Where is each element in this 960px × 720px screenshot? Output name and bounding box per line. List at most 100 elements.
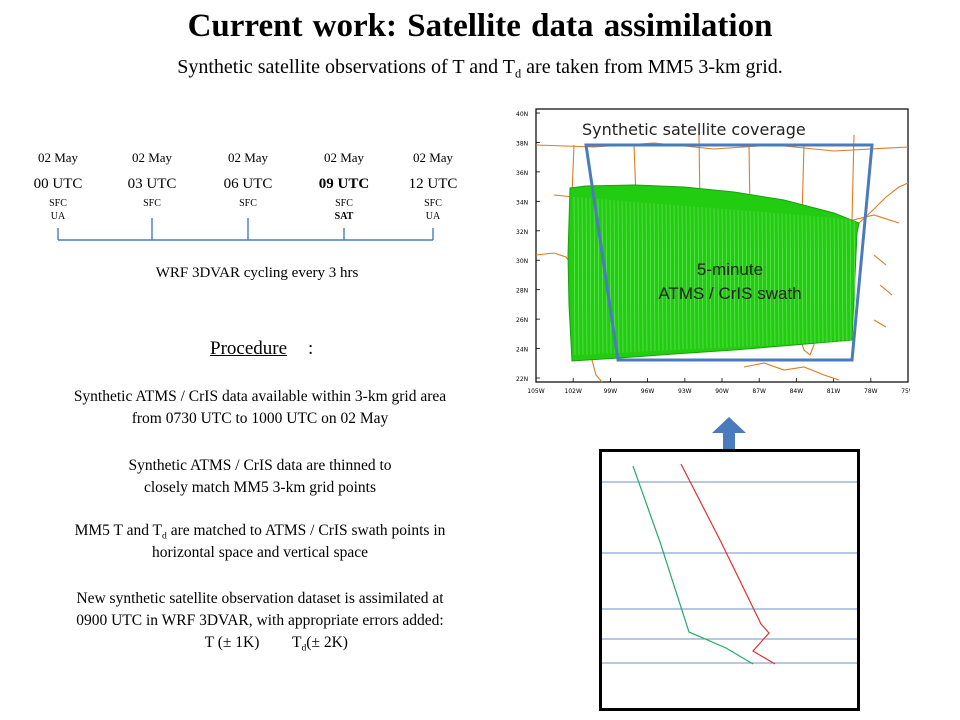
scan-line bbox=[793, 214, 796, 345]
procedure-line: from 0730 UTC to 1000 UTC on 02 May bbox=[131, 410, 389, 427]
scan-line bbox=[821, 216, 824, 343]
scan-line bbox=[753, 211, 756, 347]
scan-line bbox=[601, 199, 604, 354]
scan-line bbox=[833, 217, 836, 343]
lat-label: 40N bbox=[516, 111, 528, 118]
scan-line bbox=[845, 218, 848, 342]
timeline-obs-ua: UA bbox=[425, 211, 441, 222]
scan-line bbox=[705, 207, 708, 349]
scan-line bbox=[789, 214, 792, 345]
scan-line bbox=[725, 209, 728, 348]
swath-label-line-2: ATMS / CrIS swath bbox=[658, 284, 802, 303]
lat-label: 38N bbox=[516, 140, 528, 147]
scan-line bbox=[769, 212, 772, 346]
scan-line bbox=[801, 215, 804, 344]
timeline-date: 02 May bbox=[37, 150, 79, 165]
timeline-obs-sfc: SFC bbox=[424, 198, 442, 209]
lat-label: 34N bbox=[516, 199, 528, 206]
coverage-box bbox=[584, 143, 874, 362]
timeline-col-09utc: 02 May 09 UTC SFC SAT bbox=[299, 150, 389, 223]
satellite-coverage-map: 40N 38N 36N 34N 32N 30N 28N 26N 24N 22N 105W 102W 9… bbox=[514, 105, 910, 402]
scan-line bbox=[805, 215, 808, 344]
procedure-heading: Procedure bbox=[210, 338, 288, 359]
map-coastline-cuba bbox=[743, 362, 840, 381]
timeline-col-00utc: 02 May 00 UTC SFC UA bbox=[13, 150, 103, 223]
dewpoint-profile bbox=[632, 465, 754, 665]
scan-line bbox=[653, 203, 656, 352]
scan-line bbox=[829, 217, 832, 343]
scan-line bbox=[813, 216, 816, 344]
scan-line bbox=[577, 197, 580, 355]
scan-line bbox=[825, 217, 828, 343]
procedure-line: Synthetic ATMS / CrIS data are thinned t… bbox=[128, 457, 392, 474]
lon-label: 99W bbox=[604, 388, 618, 395]
scan-line bbox=[781, 213, 784, 345]
timeline-date: 02 May bbox=[227, 150, 269, 165]
scan-line bbox=[621, 200, 624, 353]
map-lat-labels: 40N 38N 36N 34N 32N 30N 28N 26N 24N 22N bbox=[516, 111, 528, 383]
text-run: are matched to ATMS / CrIS swath points … bbox=[166, 522, 446, 539]
scan-line bbox=[797, 214, 800, 344]
scan-line bbox=[841, 218, 844, 342]
scan-line bbox=[685, 205, 688, 350]
coverage-label: Synthetic satellite coverage bbox=[582, 120, 806, 139]
map-lon-labels: 105W 102W 99W 96W 93W 90W 87W 84W 81W 78W 75W bbox=[527, 388, 910, 395]
timeline-col-06utc: 02 May 06 UTC SFC bbox=[203, 150, 293, 210]
text-run: (± 2K) bbox=[306, 634, 348, 651]
scan-line bbox=[613, 200, 616, 354]
subscript: d bbox=[162, 530, 167, 542]
procedure-line: horizontal space and vertical space bbox=[151, 544, 369, 561]
procedure-line: closely match MM5 3-km grid points bbox=[143, 479, 377, 496]
timeline-time: 09 UTC bbox=[318, 176, 370, 192]
scan-line bbox=[657, 203, 660, 351]
lat-label: 36N bbox=[516, 170, 528, 177]
timeline-time: 12 UTC bbox=[408, 176, 458, 192]
scan-line bbox=[773, 212, 776, 346]
lat-label: 30N bbox=[516, 258, 528, 265]
procedure-step-2: Synthetic ATMS / CrIS data are thinned t… bbox=[20, 455, 500, 499]
procedure-step-1: Synthetic ATMS / CrIS data available wit… bbox=[20, 386, 500, 430]
timeline-time: 06 UTC bbox=[223, 176, 273, 192]
procedure-line: 0900 UTC in WRF 3DVAR, with appropriate … bbox=[76, 612, 444, 629]
timeline-obs-sfc: SFC bbox=[143, 198, 161, 209]
timeline-date: 02 May bbox=[412, 150, 454, 165]
lon-label: 93W bbox=[678, 388, 692, 395]
subtitle-prefix: Synthetic satellite observations of T an… bbox=[177, 56, 515, 78]
scan-line bbox=[757, 211, 760, 346]
timeline-col-12utc: 02 May 12 UTC SFC UA bbox=[388, 150, 478, 223]
sounding-profile bbox=[602, 463, 857, 665]
lon-label: 78W bbox=[864, 388, 878, 395]
scan-line bbox=[733, 209, 736, 348]
scan-line bbox=[761, 212, 764, 346]
procedure-step-4: New synthetic satellite observation data… bbox=[20, 588, 500, 654]
swath-label: 5-minute ATMS / CrIS swath bbox=[630, 258, 830, 306]
scan-line bbox=[745, 210, 748, 347]
timeline-date: 02 May bbox=[131, 150, 173, 165]
map-coastline-bahamas bbox=[873, 254, 893, 328]
scan-line bbox=[669, 204, 672, 351]
error-t: T (± 1K) bbox=[204, 634, 260, 651]
timeline-bracket bbox=[57, 218, 434, 241]
map-state-boundary-north bbox=[535, 142, 909, 152]
scan-line bbox=[729, 209, 732, 348]
subtitle-suffix: are taken from MM5 3-km grid. bbox=[521, 56, 783, 78]
lat-label: 32N bbox=[516, 229, 528, 236]
scan-line bbox=[673, 204, 676, 351]
scan-line bbox=[593, 198, 596, 355]
scan-line bbox=[709, 207, 712, 349]
scan-line bbox=[609, 199, 612, 354]
timeline-obs-sfc: SFC bbox=[239, 198, 257, 209]
error-values: T (± 1K) Td (± 2K) bbox=[172, 632, 348, 654]
lon-label: 87W bbox=[752, 388, 766, 395]
error-td: Td (± 2K) bbox=[292, 632, 348, 654]
scan-line bbox=[645, 202, 648, 352]
scan-line bbox=[765, 212, 768, 346]
procedure-step-3: MM5 T and Td are matched to ATMS / CrIS … bbox=[20, 520, 500, 564]
lat-label: 24N bbox=[516, 347, 528, 354]
timeline-time: 00 UTC bbox=[33, 176, 83, 192]
swath-scan-lines bbox=[573, 196, 856, 356]
scan-line bbox=[633, 201, 636, 353]
scan-line bbox=[741, 210, 744, 347]
lon-label: 84W bbox=[790, 388, 804, 395]
lon-label: 102W bbox=[565, 388, 582, 395]
